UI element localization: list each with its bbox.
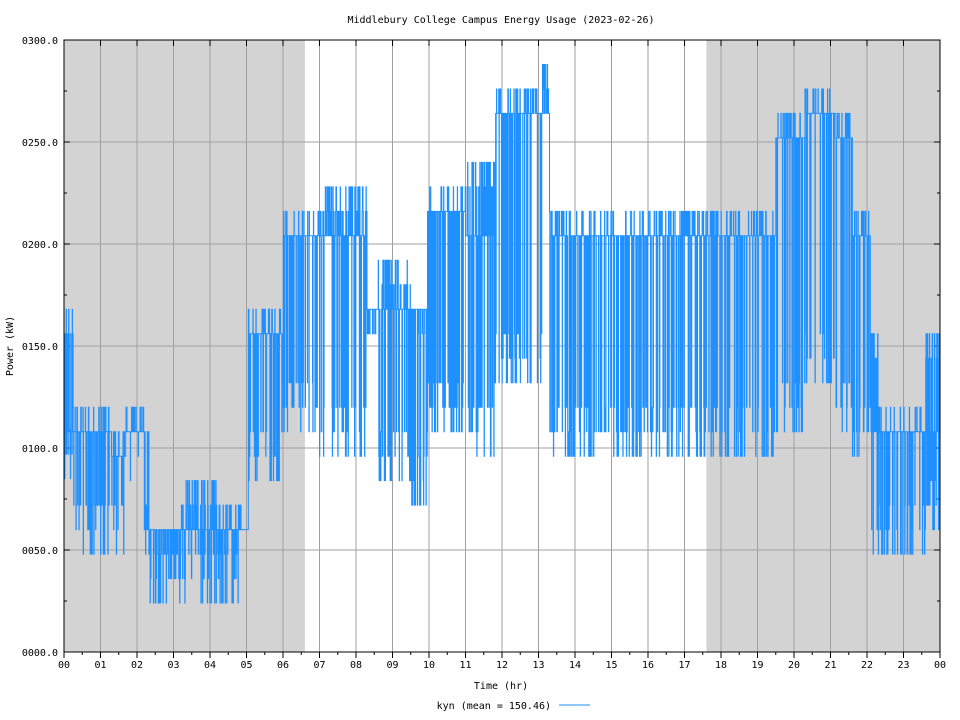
plot-area: 00 01 02 03 04 05 06 07 08 09 10 11 12 13 14 15 16 17 18 19… (22, 36, 946, 671)
x-tick-label: 13 (532, 660, 544, 671)
x-tick-label: 12 (496, 660, 508, 671)
x-tick-label: 10 (423, 660, 435, 671)
x-tick-label: 05 (240, 660, 252, 671)
x-tick-label: 22 (861, 660, 873, 671)
y-tick-label: 0150.0 (22, 342, 58, 353)
x-tick-label: 15 (605, 660, 617, 671)
y-tick-label: 0100.0 (22, 444, 58, 455)
x-tick-label: 19 (751, 660, 763, 671)
x-tick-label: 18 (715, 660, 727, 671)
x-tick-label: 00 (934, 660, 946, 671)
legend-label: kyn (mean = 150.46) (437, 701, 551, 712)
x-tick-label: 02 (131, 660, 143, 671)
y-tick-label: 0050.0 (22, 546, 58, 557)
y-tick-label: 0300.0 (22, 36, 58, 47)
x-tick-label: 08 (350, 660, 362, 671)
x-tick-label: 16 (642, 660, 654, 671)
y-axis-label: Power (kW) (5, 316, 16, 376)
legend: kyn (mean = 150.46) (437, 701, 590, 712)
x-tick-label: 11 (459, 660, 471, 671)
x-axis-label: Time (hr) (474, 681, 528, 692)
x-tick-label: 01 (94, 660, 106, 671)
x-tick-label: 21 (824, 660, 836, 671)
plot-border (63, 39, 941, 653)
y-tick-label: 0000.0 (22, 648, 58, 659)
x-tick-label: 23 (897, 660, 909, 671)
series-line-kyn (63, 64, 940, 604)
x-tick-label: 07 (313, 660, 325, 671)
x-tick-label: 14 (569, 660, 581, 671)
x-tick-label: 17 (678, 660, 690, 671)
x-tick-label: 04 (204, 660, 216, 671)
x-tick-label: 03 (167, 660, 179, 671)
y-tick-label: 0200.0 (22, 240, 58, 251)
x-tick-label: 00 (58, 660, 70, 671)
x-tick-label: 09 (386, 660, 398, 671)
x-tick-label: 06 (277, 660, 289, 671)
chart-title: Middlebury College Campus Energy Usage (… (347, 15, 654, 26)
x-tick-label: 20 (788, 660, 800, 671)
y-tick-label: 0250.0 (22, 138, 58, 149)
